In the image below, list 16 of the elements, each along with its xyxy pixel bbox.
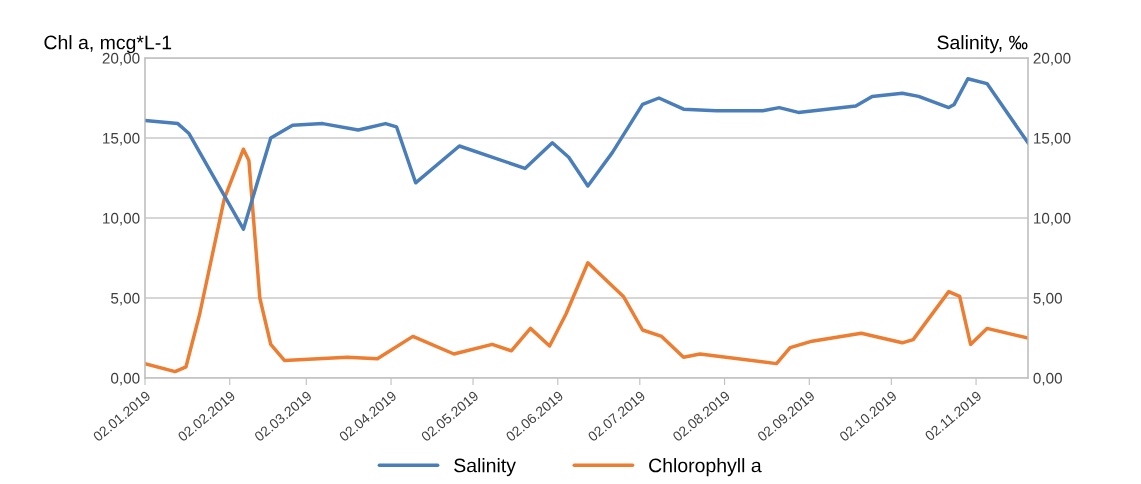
y-tick-label: 20,00 xyxy=(102,52,140,66)
y2-tick-label: 10,00 xyxy=(1034,212,1071,226)
y2-tick-label: 5,00 xyxy=(1033,292,1062,306)
legend-label: Chlorophyll a xyxy=(649,458,762,477)
y-tick-label: 5,00 xyxy=(111,292,140,306)
y-tick-label: 10,00 xyxy=(103,212,140,226)
line-series xyxy=(145,77,1028,231)
y2-axis-title: Salinity, ‰ xyxy=(937,35,1028,54)
y-axis-title: Chl a, mcg*L-1 xyxy=(44,35,172,54)
y-tick-label: 15,00 xyxy=(103,132,140,146)
line-series xyxy=(145,147,1028,374)
legend-label: Salinity xyxy=(454,458,516,477)
y2-tick-label: 20,00 xyxy=(1033,52,1071,66)
y-tick-label: 0,00 xyxy=(111,372,140,386)
y2-tick-label: 0,00 xyxy=(1033,372,1062,386)
y2-tick-label: 15,00 xyxy=(1034,132,1071,146)
